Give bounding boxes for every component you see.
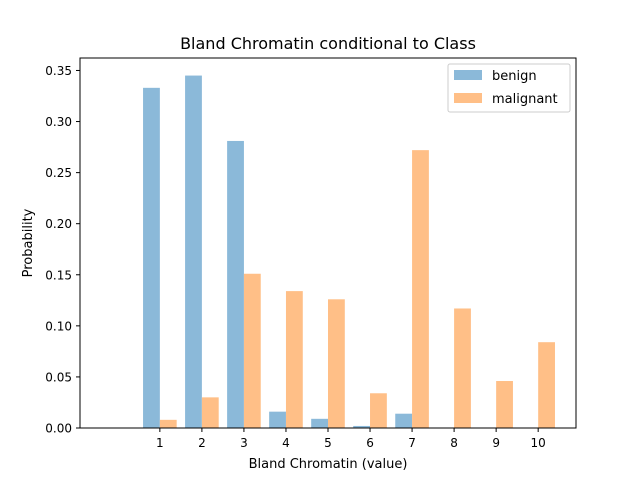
bar-malignant-3	[243, 273, 261, 428]
y-axis: 0.00 0.05 0.10 0.15 0.20 0.25 0.30 0.35	[45, 64, 80, 436]
y-tick-label: 0.35	[45, 64, 72, 78]
bar-benign-4	[269, 411, 286, 428]
legend: benign malignant	[447, 63, 571, 113]
y-tick-label: 0.05	[45, 370, 72, 384]
y-tick-label: 0.10	[45, 319, 72, 333]
x-tick-label: 2	[198, 436, 206, 450]
x-tick-label: 1	[156, 436, 164, 450]
bar-benign-1	[143, 87, 160, 428]
x-tick-label: 7	[408, 436, 416, 450]
bar-malignant-5	[328, 299, 345, 428]
bar-malignant-1	[159, 419, 177, 428]
x-tick-label: 4	[282, 436, 290, 450]
bar-benign-6	[353, 425, 371, 428]
y-tick-label: 0.20	[45, 217, 72, 231]
x-tick-label: 9	[492, 436, 500, 450]
bar-malignant-4	[285, 291, 303, 428]
bar-malignant-9	[496, 381, 513, 428]
y-axis-label: Probability	[21, 208, 36, 277]
y-tick-label: 0.30	[45, 115, 72, 129]
bars-layer	[143, 75, 555, 428]
bar-malignant-6	[370, 393, 387, 428]
legend-label-benign: benign	[492, 69, 537, 84]
x-tick-label: 8	[450, 436, 458, 450]
chart-title: Bland Chromatin conditional to Class	[180, 34, 476, 53]
legend-swatch-malignant	[454, 93, 482, 103]
bar-malignant-7	[412, 150, 429, 428]
bar-benign-7	[395, 413, 413, 428]
x-tick-label: 5	[324, 436, 332, 450]
x-tick-label: 10	[531, 436, 546, 450]
y-tick-label: 0.25	[45, 166, 72, 180]
bar-benign-3	[227, 140, 244, 428]
y-tick-label: 0.00	[45, 422, 72, 436]
bar-benign-2	[185, 75, 202, 428]
legend-swatch-benign	[454, 70, 482, 80]
legend-label-malignant: malignant	[492, 92, 558, 107]
bar-malignant-8	[454, 308, 471, 428]
x-tick-label: 3	[240, 436, 248, 450]
bar-malignant-2	[201, 397, 219, 428]
y-tick-label: 0.15	[45, 268, 72, 282]
x-axis: 1 2 3 4 5 6 7 8 9 10	[156, 428, 546, 450]
bar-benign-5	[311, 418, 328, 428]
x-axis-label: Bland Chromatin (value)	[249, 457, 408, 472]
bar-malignant-10	[538, 342, 555, 428]
x-tick-label: 6	[366, 436, 374, 450]
